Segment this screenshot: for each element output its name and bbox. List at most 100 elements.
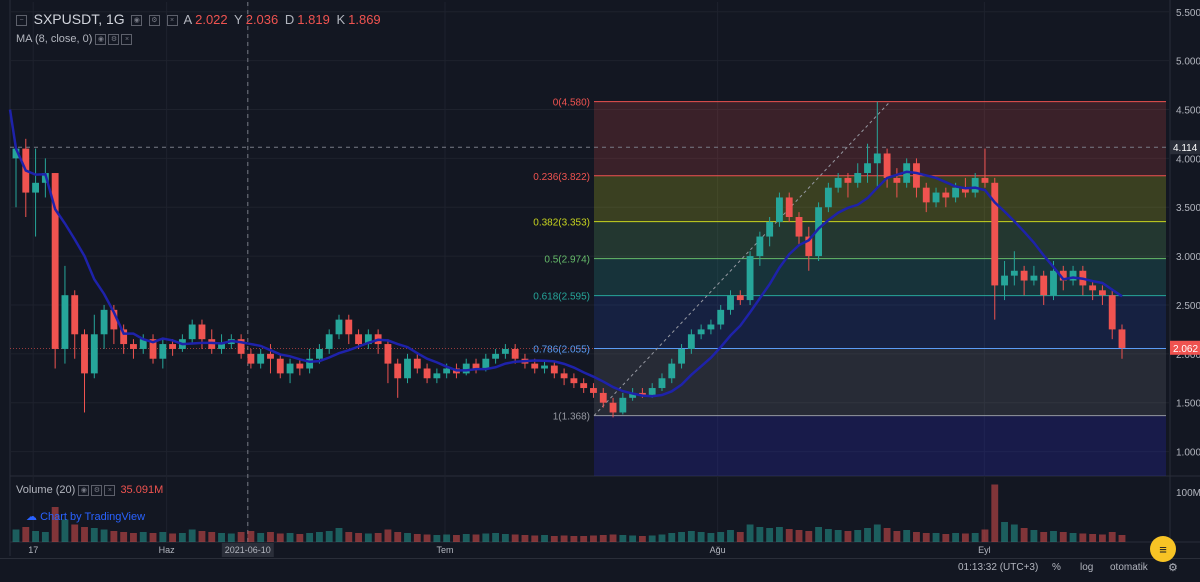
volume-bar (883, 528, 891, 542)
volume-bar (198, 531, 206, 542)
volume-bar (981, 529, 989, 542)
volume-bar (71, 524, 79, 542)
candle-body (590, 388, 597, 393)
candle-body (404, 358, 411, 379)
volume-bar (120, 532, 128, 542)
volume-bar (942, 534, 950, 542)
candle-body (736, 295, 744, 301)
volume-bar (619, 535, 627, 542)
fib-level-label: 0.618(2.595) (533, 292, 590, 303)
volume-bar (864, 528, 871, 542)
cloud-icon: ☁ (26, 511, 37, 523)
volume-bar (736, 532, 744, 542)
candle-body (32, 182, 40, 193)
price-tick-label: 4.000 (1176, 154, 1200, 165)
price-pane (10, 2, 1170, 476)
candle-body (335, 319, 343, 335)
fib-zone (594, 295, 1166, 349)
volume-bar (1050, 531, 1057, 542)
candle-body (717, 309, 725, 325)
candle-body (394, 363, 402, 379)
volume-legend[interactable]: Volume (20) ◉ ⚙ × 35.091M (16, 484, 163, 496)
settings-icon[interactable]: ⚙ (108, 33, 120, 45)
volume-bar (1059, 532, 1067, 542)
volume-bar (717, 532, 725, 542)
volume-bar (149, 533, 157, 542)
collapse-icon[interactable]: − (16, 15, 27, 27)
symbol-title[interactable]: SXPUSDT, 1G (33, 11, 125, 27)
open-label: A (183, 12, 193, 27)
volume-bar (1001, 522, 1008, 542)
settings-icon[interactable]: ⚙ (91, 484, 103, 496)
close-icon[interactable]: × (104, 484, 116, 496)
close-icon[interactable]: × (166, 15, 178, 27)
candle-body (257, 353, 265, 364)
candle-body (961, 187, 969, 193)
candle-body (1001, 275, 1008, 286)
volume-bar (531, 535, 539, 542)
fib-level-label: 0.5(2.974) (544, 255, 590, 266)
candle-body (658, 378, 666, 389)
candle-body (942, 192, 950, 198)
legend-ohlc: − SXPUSDT, 1G ◉ ⚙ × A 2.022 Y 2.036 D 1.819… (16, 11, 384, 27)
candle-body (492, 353, 500, 359)
candle-body (1108, 295, 1116, 330)
volume-bar (208, 532, 216, 542)
candle-body (1089, 285, 1097, 291)
volume-bar (697, 532, 705, 542)
candle-body (12, 148, 20, 159)
volume-bar (638, 536, 646, 542)
auto-toggle[interactable]: otomatik (1110, 562, 1148, 573)
volume-bar (443, 534, 451, 542)
candle-body (873, 153, 881, 164)
ma-legend[interactable]: MA (8, close, 0) ◉ ⚙ × (16, 33, 134, 45)
candle-body (805, 236, 813, 257)
fib-level-label: 0.236(3.822) (533, 172, 590, 183)
time-tick-label: 2021-06-10 (225, 545, 271, 555)
volume-bar (746, 524, 754, 542)
volume-bar (276, 533, 284, 542)
eye-icon[interactable]: ◉ (131, 15, 143, 27)
volume-bar (306, 533, 314, 542)
volume-bar (90, 528, 98, 542)
help-button[interactable]: ≡ (1150, 536, 1176, 562)
candle-body (169, 344, 177, 349)
clock-text: 01:13:32 (UTC+3) (958, 562, 1039, 573)
candle-body (267, 353, 274, 359)
volume-bar (1020, 528, 1028, 542)
price-tick-label: 5.000 (1176, 57, 1200, 68)
close-label: K (336, 12, 346, 27)
candle-body (971, 177, 979, 193)
tradingview-badge[interactable]: ☁ Chart by TradingView (26, 510, 145, 523)
volume-bar (873, 524, 881, 542)
volume-bar (501, 534, 509, 542)
candle-body (981, 177, 989, 183)
settings-icon[interactable]: ⚙ (148, 15, 160, 27)
volume-bar (756, 527, 764, 542)
bottom-toolbar: 01:13:32 (UTC+3) % log otomatik ⚙ (0, 558, 1200, 578)
volume-bar (707, 533, 715, 542)
candle-body (687, 334, 695, 349)
candle-body (139, 339, 147, 349)
eye-icon[interactable]: ◉ (78, 484, 90, 496)
price-label-bg (1170, 340, 1200, 355)
percent-toggle[interactable]: % (1052, 562, 1061, 573)
volume-bar (462, 534, 470, 542)
volume-bar (971, 533, 979, 542)
volume-bar (1098, 534, 1106, 542)
fib-level-label: 0.382(3.353) (533, 218, 590, 229)
candle-body (815, 207, 823, 257)
volume-bar (159, 532, 167, 542)
price-label-bg (1170, 140, 1200, 155)
volume-bar (384, 529, 392, 542)
volume-bar (805, 531, 813, 542)
volume-bar (1079, 533, 1087, 542)
ma-line (8, 109, 1123, 398)
ma-label: MA (8, close, 0) (16, 33, 93, 45)
close-icon[interactable]: × (121, 33, 133, 45)
eye-icon[interactable]: ◉ (95, 33, 107, 45)
log-toggle[interactable]: log (1080, 562, 1094, 573)
settings-gear-icon[interactable]: ⚙ (1168, 562, 1178, 574)
